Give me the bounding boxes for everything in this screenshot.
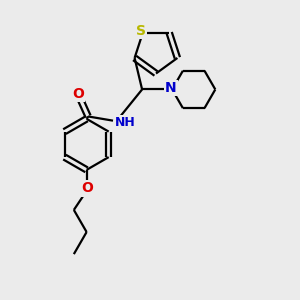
Text: O: O bbox=[72, 87, 84, 101]
Text: S: S bbox=[136, 24, 146, 38]
Text: O: O bbox=[81, 182, 93, 196]
Text: NH: NH bbox=[115, 116, 135, 129]
Text: N: N bbox=[165, 81, 176, 95]
